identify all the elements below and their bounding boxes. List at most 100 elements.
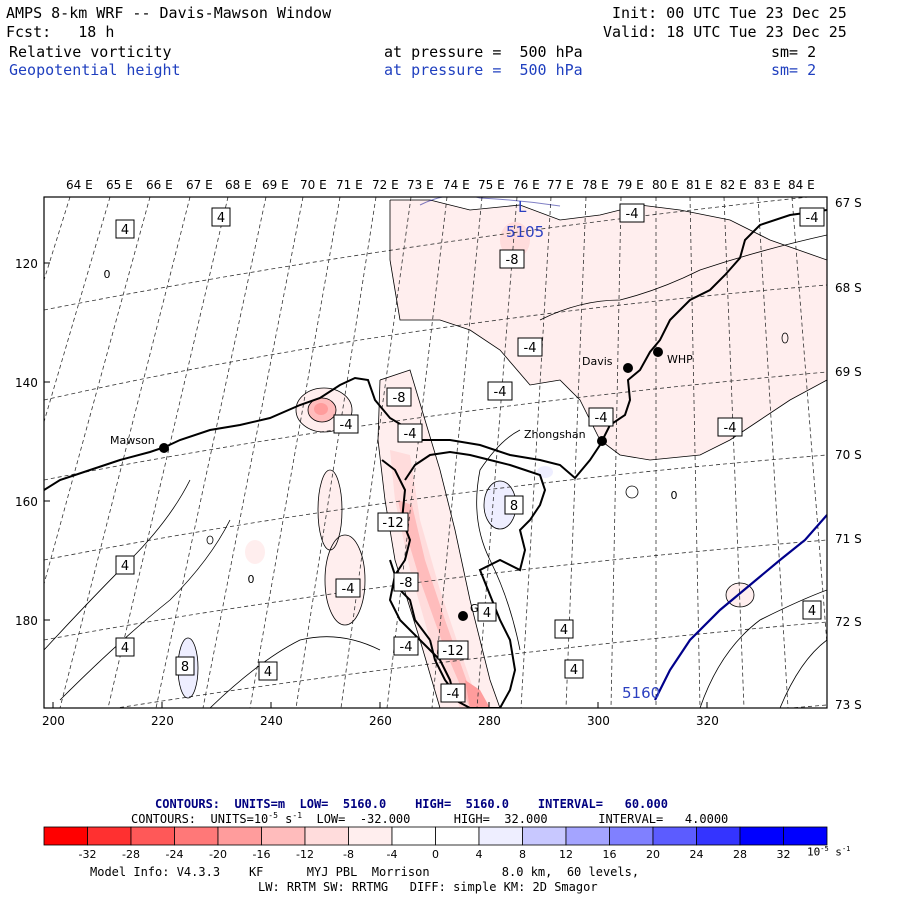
contour-label: 4	[115, 219, 135, 239]
contour-label: -4	[333, 414, 359, 434]
svg-text:4: 4	[808, 604, 816, 619]
field2-smoothing: sm= 2	[771, 61, 817, 79]
contour-label: 4	[802, 600, 822, 620]
lon-labels: 64 E 65 E 66 E 67 E 68 E 69 E 70 E 71 E …	[66, 178, 815, 192]
field1-level: at pressure = 500 hPa	[384, 43, 583, 61]
lon-label: 80 E	[652, 178, 679, 192]
colorbar-label: -28	[122, 848, 140, 861]
x-tick-label: 300	[587, 714, 610, 728]
svg-text:4: 4	[560, 623, 568, 638]
lon-label: 82 E	[720, 178, 747, 192]
x-tick-label: 240	[260, 714, 283, 728]
y-tick-label: 160	[15, 495, 38, 509]
forecast-hour: Fcst: 18 h	[6, 23, 115, 41]
contour-label: 4	[115, 637, 135, 657]
lon-label: 66 E	[146, 178, 173, 192]
contours-vorticity-info: CONTOURS: UNITS=10-5 s-1 LOW= -32.000 HI…	[131, 811, 729, 826]
colorbar-label: 0	[432, 848, 439, 861]
contour-label: -8	[393, 572, 419, 592]
contour-label: -4	[440, 683, 466, 703]
y-axis: 120 140 160 180	[15, 257, 50, 628]
colorbar-label: -4	[387, 848, 398, 861]
map-frame	[43, 196, 828, 709]
colorbar-swatch	[261, 826, 306, 846]
x-tick-label: 320	[696, 714, 719, 728]
contour-label: 0	[671, 489, 678, 502]
init-time: Init: 00 UTC Tue 23 Dec 25	[612, 4, 847, 22]
svg-text:4: 4	[121, 223, 129, 238]
colorbar-label: 24	[690, 848, 704, 861]
contour-label: -4	[487, 381, 513, 401]
field2-level: at pressure = 500 hPa	[384, 61, 583, 79]
stations: Mawson Davis WHP Zhongshan GG	[110, 347, 693, 621]
lon-label: 73 E	[407, 178, 434, 192]
contour-label: -4	[393, 636, 419, 656]
contour-label: 0	[248, 573, 255, 586]
colorbar-swatch	[43, 826, 88, 846]
station-marker-davis	[623, 363, 633, 373]
lon-label: 68 E	[225, 178, 252, 192]
model-info: Model Info: V4.3.3 KF MYJ PBL Morrison 8…	[90, 865, 640, 879]
station-marker-zhongshan	[597, 436, 607, 446]
svg-text:-4: -4	[404, 427, 417, 442]
station-label-davis: Davis	[582, 355, 613, 368]
station-label-mawson: Mawson	[110, 434, 155, 447]
colorbar-swatch	[739, 826, 784, 846]
map-title: AMPS 8-km WRF -- Davis-Mawson Window	[6, 4, 332, 22]
colorbar-label: -32	[79, 848, 97, 861]
colorbar: -32 -28 -24 -20 -16 -12 -8 -4 0 4 8 12 16 20 24 28 32	[43, 826, 828, 861]
svg-text:-4: -4	[724, 421, 737, 436]
contour-label: 4	[477, 602, 497, 622]
contour-label: -4	[335, 578, 361, 598]
colorbar-unit: 10-5 s-1	[807, 845, 851, 859]
colorbar-label: 28	[733, 848, 747, 861]
colorbar-swatch	[435, 826, 480, 846]
svg-text:-4: -4	[806, 211, 819, 226]
lon-label: 74 E	[443, 178, 470, 192]
colorbar-swatch	[565, 826, 610, 846]
lat-label: 70 S	[835, 448, 862, 462]
colorbar-swatch	[391, 826, 436, 846]
contours-height-info: CONTOURS: UNITS=m LOW= 5160.0 HIGH= 5160…	[155, 797, 668, 811]
station-label-whp: WHP	[667, 353, 693, 366]
lat-label: 69 S	[835, 365, 862, 379]
svg-text:-8: -8	[393, 391, 406, 406]
colorbar-label: 16	[603, 848, 617, 861]
svg-text:4: 4	[121, 641, 129, 656]
lat-label: 73 S	[835, 698, 862, 712]
lon-label: 70 E	[300, 178, 327, 192]
contour-label: -4	[717, 417, 743, 437]
colorbar-label: 32	[777, 848, 791, 861]
contour-label: -4	[517, 337, 543, 357]
y-tick-label: 140	[15, 376, 38, 390]
svg-text:-4: -4	[626, 207, 639, 222]
lon-label: 84 E	[788, 178, 815, 192]
colorbar-label: -20	[209, 848, 227, 861]
contour-label: 4	[564, 659, 584, 679]
svg-text:8: 8	[510, 499, 518, 514]
colorbar-label: -12	[296, 848, 314, 861]
lat-label: 72 S	[835, 615, 862, 629]
y-tick-label: 180	[15, 614, 38, 628]
lon-label: 65 E	[106, 178, 133, 192]
colorbar-swatch	[696, 826, 741, 846]
colorbar-swatch	[217, 826, 262, 846]
contour-label: 4	[554, 619, 574, 639]
x-tick-label: 220	[151, 714, 174, 728]
station-label-zhongshan: Zhongshan	[524, 428, 586, 441]
colorbar-swatch	[783, 826, 828, 846]
contour-label: 8	[504, 495, 524, 515]
height-contour-5160	[654, 514, 827, 701]
lon-label: 71 E	[336, 178, 363, 192]
contour-label: -4	[799, 207, 825, 227]
height-low-value: 5105	[506, 223, 544, 241]
lon-label: 67 E	[186, 178, 213, 192]
colorbar-swatch	[130, 826, 175, 846]
svg-text:-4: -4	[595, 411, 608, 426]
svg-text:-4: -4	[524, 341, 537, 356]
svg-text:-4: -4	[447, 687, 460, 702]
x-tick-label: 260	[369, 714, 392, 728]
lon-label: 83 E	[754, 178, 781, 192]
lon-label: 77 E	[547, 178, 574, 192]
svg-text:8: 8	[181, 660, 189, 675]
